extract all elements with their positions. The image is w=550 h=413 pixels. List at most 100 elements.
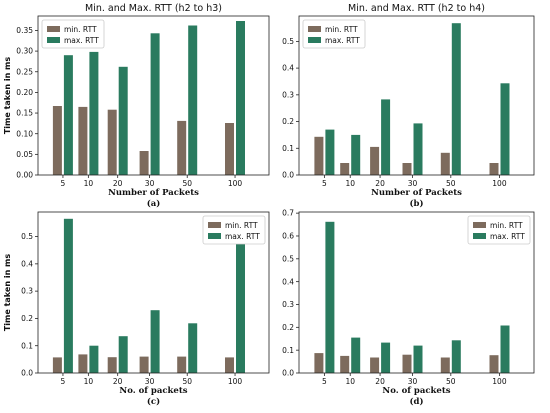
x-tick-label: 100 — [492, 179, 507, 188]
legend-swatch-min-rtt — [208, 222, 221, 228]
y-tick-label: 0.1 — [282, 346, 294, 355]
legend-label: min. RTT — [225, 221, 258, 230]
y-tick-label: 0.0 — [282, 171, 294, 180]
bar-max-rtt-10 — [89, 345, 99, 373]
y-tick-label: 0.4 — [282, 64, 294, 73]
chart-title: Min. and Max. RTT (h2 to h3) — [85, 3, 222, 14]
x-axis-label: No. of packets — [382, 386, 450, 396]
bar-min-rtt-5 — [314, 136, 324, 175]
y-tick-label: 0.1 — [21, 341, 33, 350]
y-tick-label: 0.15 — [16, 109, 33, 118]
legend-label: max. RTT — [325, 36, 360, 45]
x-tick-label: 20 — [375, 377, 385, 386]
x-tick-label: 5 — [61, 179, 66, 188]
y-tick-label: 0.05 — [16, 150, 33, 159]
x-tick-label: 50 — [182, 179, 192, 188]
x-tick-label: 30 — [145, 179, 155, 188]
x-axis-label: Number of Packets — [371, 188, 462, 198]
bar-max-rtt-30 — [413, 123, 423, 175]
bar-min-rtt-100 — [489, 163, 499, 175]
bar-max-rtt-100 — [236, 233, 245, 373]
y-tick-label: 0.1 — [282, 144, 294, 153]
x-tick-label: 100 — [228, 179, 243, 188]
bar-min-rtt-20 — [370, 357, 380, 373]
bar-max-rtt-5 — [63, 55, 73, 176]
bar-max-rtt-10 — [89, 51, 99, 175]
x-tick-label: 50 — [446, 377, 456, 386]
y-axis-label: Time taken in ms — [3, 57, 12, 135]
x-tick-label: 100 — [492, 377, 507, 386]
bar-max-rtt-10 — [351, 134, 361, 175]
y-tick-label: 0.5 — [282, 37, 294, 46]
y-tick-label: 0.35 — [16, 26, 33, 35]
legend-label: max. RTT — [64, 36, 99, 45]
bar-max-rtt-10 — [351, 337, 361, 373]
bar-min-rtt-100 — [225, 357, 234, 373]
plot-frame — [37, 15, 270, 176]
bar-max-rtt-20 — [381, 342, 391, 373]
y-tick-label: 0.2 — [21, 314, 33, 323]
panel-subcaption: (d) — [410, 396, 424, 407]
bar-min-rtt-30 — [402, 163, 412, 175]
bar-max-rtt-5 — [325, 129, 335, 175]
legend: min. RTT max. RTT — [202, 215, 266, 245]
bar-max-rtt-100 — [500, 325, 510, 373]
chart-panel-b: Min. and Max. RTT (h2 to h4) 5 10 20 30 50 100… — [282, 3, 535, 209]
panel-subcaption: (c) — [147, 396, 160, 407]
y-tick-label: 0.5 — [21, 232, 33, 241]
x-tick-label: 5 — [322, 377, 327, 386]
bar-min-rtt-20 — [107, 357, 117, 373]
bar-min-rtt-30 — [139, 356, 149, 373]
y-tick-label: 0.00 — [16, 171, 33, 180]
bar-max-rtt-50 — [188, 25, 198, 175]
bar-min-rtt-10 — [78, 106, 88, 175]
bar-min-rtt-30 — [139, 151, 149, 175]
bar-max-rtt-30 — [150, 310, 160, 373]
bar-max-rtt-5 — [325, 221, 335, 373]
bar-max-rtt-30 — [150, 33, 160, 175]
bar-max-rtt-50 — [451, 340, 461, 373]
y-tick-label: 0.5 — [282, 254, 294, 263]
x-tick-label: 20 — [375, 179, 385, 188]
x-tick-label: 30 — [408, 377, 418, 386]
y-tick-label: 0.0 — [21, 369, 33, 378]
y-tick-label: 0.20 — [16, 88, 33, 97]
bar-min-rtt-20 — [370, 146, 380, 175]
legend-swatch-min-rtt — [47, 26, 60, 32]
chart-panel-c: 5 10 20 30 50 100 0.0 0.1 0.2 0.3 0.4 0.5 Time taken… — [3, 211, 270, 407]
x-tick-label: 10 — [345, 179, 355, 188]
legend-swatch-min-rtt — [308, 26, 321, 32]
plot-frame — [37, 211, 270, 374]
plot-frame — [298, 15, 535, 176]
y-tick-label: 0.6 — [282, 232, 294, 241]
bar-min-rtt-50 — [177, 356, 187, 373]
chart-panel-d: 5 10 20 30 50 100 0.0 0.1 0.2 0.3 0.4 0.5 0.6 0.7 No. … — [282, 209, 535, 407]
x-tick-label: 100 — [228, 377, 243, 386]
x-tick-label: 10 — [84, 179, 94, 188]
x-tick-label: 20 — [113, 179, 123, 188]
x-axis-label: No. of packets — [119, 386, 187, 396]
chart-title: Min. and Max. RTT (h2 to h4) — [348, 3, 485, 14]
bar-max-rtt-100 — [500, 83, 510, 175]
bar-max-rtt-5 — [63, 218, 73, 373]
x-tick-label: 5 — [61, 377, 66, 386]
bar-min-rtt-5 — [52, 106, 62, 175]
x-tick-label: 10 — [84, 377, 94, 386]
x-tick-label: 30 — [408, 179, 418, 188]
chart-panel-a: Min. and Max. RTT (h2 to h3) 5 10 20 30 50 100… — [3, 3, 270, 209]
bar-min-rtt-5 — [52, 357, 62, 373]
bar-min-rtt-20 — [107, 109, 117, 175]
y-tick-label: 0.3 — [282, 300, 294, 309]
bar-min-rtt-100 — [489, 355, 499, 373]
y-tick-label: 0.7 — [282, 209, 294, 218]
legend: min. RTT max. RTT — [41, 19, 105, 49]
bar-max-rtt-100 — [236, 21, 245, 175]
legend-label: max. RTT — [490, 232, 525, 241]
legend: min. RTT max. RTT — [467, 215, 531, 245]
x-tick-label: 5 — [322, 179, 327, 188]
legend: min. RTT max. RTT — [302, 19, 366, 49]
y-tick-label: 0.0 — [282, 369, 294, 378]
x-tick-label: 10 — [345, 377, 355, 386]
y-tick-label: 0.2 — [282, 117, 294, 126]
